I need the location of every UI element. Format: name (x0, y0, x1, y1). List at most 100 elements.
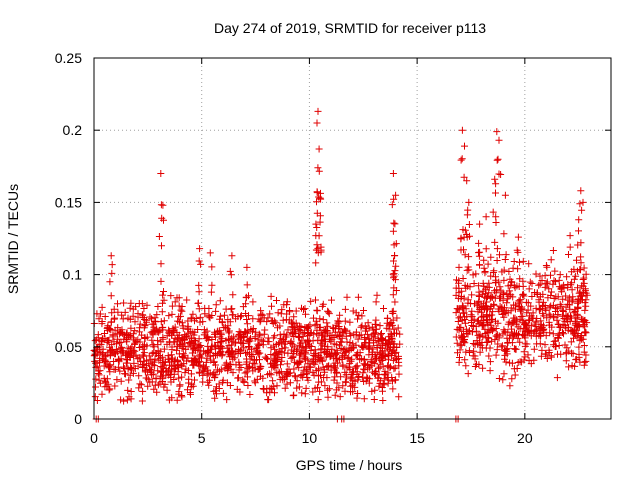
data-point (511, 371, 519, 379)
data-point (229, 291, 237, 299)
data-point (244, 373, 251, 381)
data-point (541, 341, 549, 349)
data-point (312, 220, 320, 228)
data-point (237, 313, 244, 321)
data-point (131, 327, 139, 335)
data-point (281, 384, 289, 392)
data-point (472, 270, 480, 278)
data-point (471, 352, 479, 360)
data-point (212, 301, 220, 309)
data-point (561, 341, 569, 349)
data-point (197, 342, 205, 349)
data-point (134, 313, 142, 321)
data-point (547, 288, 555, 296)
data-point (211, 394, 219, 402)
data-point (509, 333, 517, 341)
data-point (314, 107, 322, 115)
data-point (352, 331, 360, 339)
data-point (515, 330, 522, 338)
data-point (274, 309, 282, 317)
data-point (100, 362, 108, 370)
data-point (227, 271, 235, 279)
data-point (140, 316, 148, 323)
data-point (549, 330, 557, 338)
data-point (504, 282, 512, 290)
data-point (244, 365, 252, 373)
data-point (302, 384, 310, 392)
data-point (565, 251, 572, 258)
data-point (323, 319, 331, 327)
data-point (283, 360, 291, 368)
data-point (280, 301, 288, 309)
data-point (457, 246, 465, 254)
data-point (107, 318, 115, 326)
data-point (335, 333, 343, 340)
data-point (375, 382, 383, 390)
data-point (168, 310, 176, 318)
data-point (575, 216, 583, 224)
data-point (127, 388, 135, 395)
data-point (241, 328, 249, 336)
data-point (480, 264, 488, 272)
data-point (474, 340, 482, 348)
data-point (379, 397, 387, 404)
data-point (212, 307, 220, 315)
data-point (295, 383, 303, 391)
data-point (126, 371, 134, 379)
data-point (523, 327, 531, 335)
data-point (157, 260, 165, 268)
data-point (392, 191, 400, 199)
data-point (533, 289, 541, 297)
data-point (339, 382, 347, 390)
data-point (228, 341, 236, 349)
data-point (184, 325, 192, 333)
data-point (371, 320, 379, 328)
data-point (582, 357, 590, 365)
data-point (300, 306, 307, 313)
data-point (485, 352, 493, 360)
data-point (301, 390, 309, 398)
plot-frame (93, 57, 612, 420)
data-point (365, 324, 373, 332)
data-point (389, 227, 397, 235)
data-point (491, 238, 499, 246)
data-point (566, 305, 574, 313)
data-point (237, 346, 245, 354)
y-tick-label: 0.05 (55, 339, 82, 355)
data-point (497, 171, 505, 178)
data-point (579, 296, 586, 304)
data-point (178, 344, 186, 352)
data-point (333, 386, 341, 394)
data-point (352, 363, 360, 371)
data-point (492, 180, 500, 188)
data-point (313, 306, 321, 314)
data-point (330, 334, 338, 341)
data-point (226, 353, 234, 361)
data-point (161, 358, 169, 366)
data-point (91, 350, 99, 358)
data-point (371, 333, 379, 341)
data-point (341, 305, 349, 313)
data-point (289, 352, 297, 360)
data-point (533, 340, 541, 348)
data-point (490, 267, 498, 275)
data-point (508, 359, 516, 367)
data-point (135, 328, 143, 336)
data-point (299, 332, 307, 340)
data-point (537, 352, 545, 360)
data-point (336, 393, 344, 401)
data-point (104, 337, 112, 345)
data-point (136, 320, 144, 328)
data-point (149, 341, 157, 349)
data-point (573, 256, 580, 264)
data-point (213, 390, 220, 398)
data-point (493, 346, 501, 354)
data-point (196, 362, 204, 370)
data-point (499, 307, 507, 315)
data-point (332, 341, 340, 349)
data-point (143, 356, 151, 364)
data-point (484, 260, 492, 268)
x-axis-label: GPS time / hours (296, 457, 403, 473)
data-point (504, 339, 512, 346)
